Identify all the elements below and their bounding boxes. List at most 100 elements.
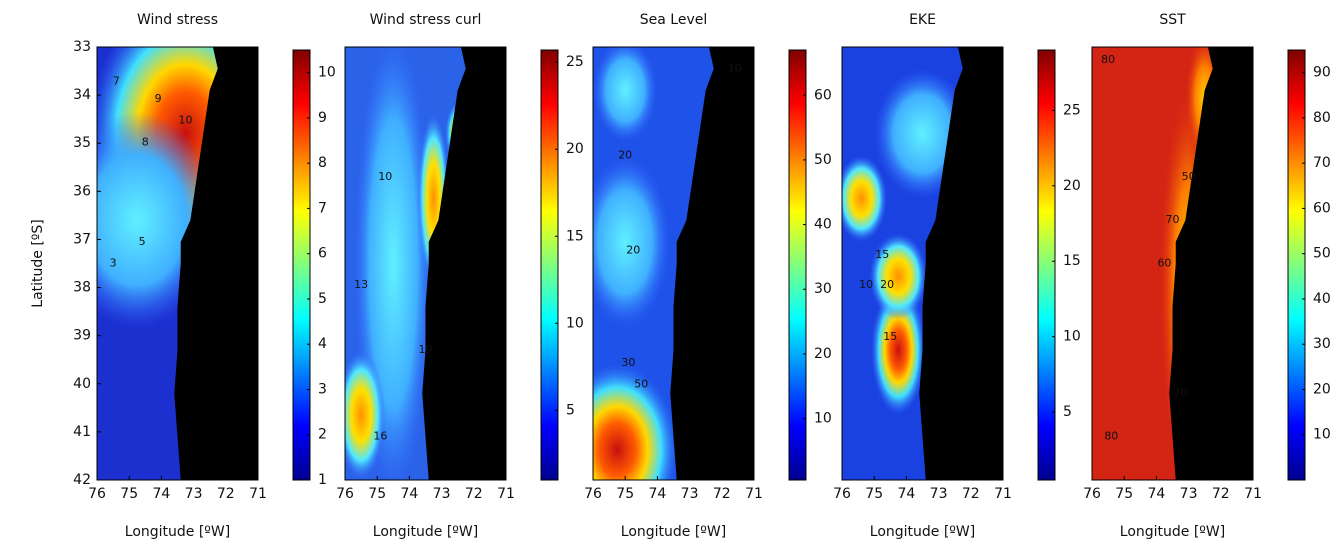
- colorbar-tick-label: 80: [1313, 110, 1331, 126]
- contour-label: 20: [618, 148, 632, 161]
- x-tick-label: 73: [681, 486, 699, 502]
- colorbar-tick-label: 10: [814, 411, 832, 427]
- colorbar-tick-label: 5: [1063, 404, 1072, 420]
- x-tick-label: 72: [465, 486, 483, 502]
- colorbar-tick-label: 15: [566, 228, 584, 244]
- contour-label: 30: [621, 356, 635, 369]
- contour-label: 70: [1174, 386, 1188, 399]
- contour-label: 10: [728, 62, 742, 75]
- contour-label: 20: [880, 278, 894, 291]
- colorbar-tick-label: 70: [1313, 155, 1331, 171]
- x-tick-label: 76: [336, 486, 354, 502]
- panel-title: EKE: [909, 12, 936, 28]
- x-tick-label: 75: [1115, 486, 1133, 502]
- colorbar-tick-label: 90: [1313, 65, 1331, 81]
- x-tick-label: 74: [897, 486, 915, 502]
- x-tick-label: 73: [930, 486, 948, 502]
- map: [1092, 47, 1253, 480]
- x-tick-label: 72: [713, 486, 731, 502]
- colorbar-tick-label: 10: [566, 315, 584, 331]
- panel-title: SST: [1159, 12, 1186, 28]
- colorbar-tick-label: 20: [1063, 178, 1081, 194]
- colorbar-tick-label: 6: [318, 246, 327, 262]
- colorbar-tick-label: 10: [318, 65, 336, 81]
- field-blob: [870, 285, 926, 416]
- land: [1169, 47, 1253, 480]
- land: [919, 47, 1003, 480]
- colorbar-tick-label: 25: [566, 54, 584, 70]
- colorbar: [788, 49, 807, 481]
- contour-label: 16: [373, 430, 387, 443]
- x-tick-label: 75: [865, 486, 883, 502]
- contour-label: 20: [626, 244, 640, 257]
- colorbar-tick-label: 10: [1063, 329, 1081, 345]
- y-tick-label: 34: [73, 87, 91, 103]
- contour-label: 15: [883, 330, 897, 343]
- y-axis-label: Latitude [ºS]: [30, 219, 46, 307]
- x-axis-label: Longitude [ºW]: [621, 524, 726, 540]
- colorbar-tick-label: 5: [318, 291, 327, 307]
- map-frame: [841, 46, 1004, 481]
- contour-label: 19: [419, 343, 433, 356]
- colorbar-tick-label: 7: [318, 200, 327, 216]
- x-axis-label: Longitude [ºW]: [1120, 524, 1225, 540]
- panel-title: Wind stress: [137, 12, 218, 28]
- contour-label: 10: [378, 170, 392, 183]
- colorbar-tick-label: 40: [1313, 291, 1331, 307]
- contour-label: 7: [113, 75, 120, 88]
- x-tick-label: 73: [1180, 486, 1198, 502]
- x-axis-label: Longitude [ºW]: [125, 524, 230, 540]
- field-blob: [842, 155, 888, 242]
- panel: Sea Level Longitude [ºW] 76 75 74 73 72 71 10 20 2…: [584, 12, 832, 540]
- panel: Wind stress curl Longitude [ºW] 76 75 74 73 72…: [336, 12, 584, 540]
- colorbar-tick-label: 15: [1063, 253, 1081, 269]
- map: [593, 47, 754, 480]
- colorbar-tick-label: 2: [318, 427, 327, 443]
- colorbar: [1037, 49, 1056, 481]
- x-tick-label: 71: [249, 486, 267, 502]
- field-blob: [593, 47, 658, 143]
- contour-label: 13: [354, 278, 368, 291]
- x-tick-label: 76: [833, 486, 851, 502]
- colorbar-tick-label: 50: [814, 152, 832, 168]
- colorbar-tick-label: 20: [566, 141, 584, 157]
- x-tick-label: 75: [616, 486, 634, 502]
- panel: SST Longitude [ºW] 76 75 74 73 72 71 80 70 60 50 70 8…: [1083, 12, 1331, 540]
- colorbar: [292, 49, 311, 481]
- x-tick-label: 76: [88, 486, 106, 502]
- land: [174, 47, 258, 480]
- colorbar-tick-label: 1: [318, 472, 327, 488]
- contour-label: 50: [1182, 170, 1196, 183]
- contour-label: 50: [634, 378, 648, 391]
- map-frame: [592, 46, 755, 481]
- colorbar-tick-label: 25: [1063, 102, 1081, 118]
- x-tick-label: 74: [400, 486, 418, 502]
- colorbar-tick-label: 8: [318, 155, 327, 171]
- contour-label: 10: [859, 278, 873, 291]
- colorbar-tick-label: 5: [566, 402, 575, 418]
- map: [97, 47, 258, 480]
- x-tick-label: 73: [433, 486, 451, 502]
- x-tick-label: 72: [217, 486, 235, 502]
- colorbar-tick-label: 30: [1313, 336, 1331, 352]
- y-tick-label: 38: [73, 280, 91, 296]
- colorbar-tick-label: 30: [814, 281, 832, 297]
- x-tick-label: 75: [368, 486, 386, 502]
- field-blob: [593, 155, 671, 329]
- colorbar-tick-label: 60: [1313, 200, 1331, 216]
- x-tick-label: 74: [648, 486, 666, 502]
- colorbar-tick-label: 20: [1313, 381, 1331, 397]
- y-tick-label: 42: [73, 472, 91, 488]
- y-tick-label: 37: [73, 231, 91, 247]
- map: [842, 47, 1003, 480]
- panel: EKE Longitude [ºW] 76 75 74 73 72 71 10 15 20 15 5 10…: [833, 12, 1081, 540]
- x-tick-label: 72: [1212, 486, 1230, 502]
- x-tick-label: 71: [1244, 486, 1262, 502]
- panel-title: Sea Level: [640, 12, 707, 28]
- contour-label: 80: [1104, 430, 1118, 443]
- x-axis-label: Longitude [ºW]: [373, 524, 478, 540]
- x-tick-label: 76: [584, 486, 602, 502]
- x-tick-label: 76: [1083, 486, 1101, 502]
- panel-title: Wind stress curl: [370, 12, 482, 28]
